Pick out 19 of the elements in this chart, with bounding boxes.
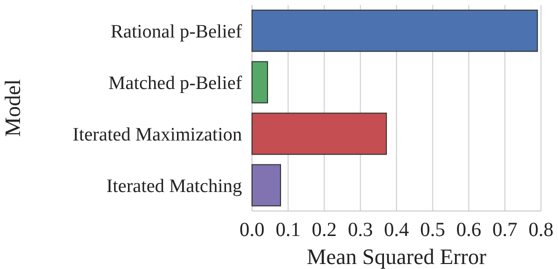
x-tick-label: 0.5: [420, 219, 446, 241]
x-tick-label: 0.4: [384, 219, 409, 241]
bar: [252, 164, 282, 206]
x-tick-label: 0.2: [312, 219, 337, 241]
x-tick-label: 0.1: [276, 219, 301, 241]
bar: [252, 112, 387, 155]
x-tick-label: 0.8: [528, 219, 554, 241]
x-tick-label: 0.0: [240, 219, 264, 241]
bar: [252, 61, 268, 104]
y-axis-title: Model: [0, 79, 25, 137]
y-tick-label: Iterated Maximization: [72, 124, 242, 146]
y-tick-label: Matched p-Belief: [108, 72, 243, 94]
x-tick-label: 0.3: [348, 219, 373, 241]
x-axis-title: Mean Squared Error: [306, 244, 487, 269]
x-tick-label: 0.6: [456, 219, 482, 241]
y-tick-label: Rational p-Belief: [110, 21, 243, 42]
x-tick-label: 0.7: [492, 219, 518, 241]
bar: [252, 10, 538, 52]
y-tick-label: Iterated Matching: [106, 176, 242, 197]
